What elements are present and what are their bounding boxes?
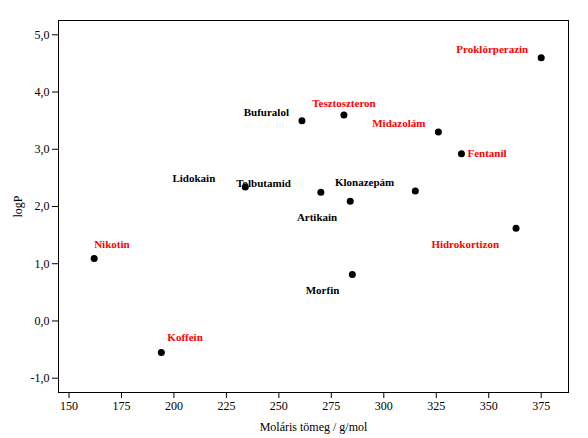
svg-text:3,0: 3,0 bbox=[35, 142, 50, 156]
svg-text:Bufuralol: Bufuralol bbox=[244, 106, 289, 118]
svg-text:Midazolám: Midazolám bbox=[372, 117, 425, 129]
svg-text:350: 350 bbox=[480, 399, 498, 413]
svg-text:2,0: 2,0 bbox=[35, 199, 50, 213]
svg-text:Moláris tömeg / g/mol: Moláris tömeg / g/mol bbox=[260, 420, 368, 434]
svg-text:225: 225 bbox=[217, 399, 235, 413]
svg-text:Artikain: Artikain bbox=[297, 211, 337, 223]
svg-text:logP: logP bbox=[11, 195, 25, 217]
svg-text:-1,0: -1,0 bbox=[31, 371, 50, 385]
svg-text:0,0: 0,0 bbox=[35, 314, 50, 328]
svg-text:Proklórperazin: Proklórperazin bbox=[456, 43, 528, 55]
svg-text:200: 200 bbox=[165, 399, 183, 413]
svg-text:150: 150 bbox=[60, 399, 78, 413]
svg-text:300: 300 bbox=[375, 399, 393, 413]
svg-text:5,0: 5,0 bbox=[35, 28, 50, 42]
svg-text:Nikotin: Nikotin bbox=[94, 238, 129, 250]
svg-text:4,0: 4,0 bbox=[35, 85, 50, 99]
svg-text:Morfin: Morfin bbox=[306, 284, 340, 296]
svg-text:Hidrokortizon: Hidrokortizon bbox=[431, 238, 499, 250]
svg-text:275: 275 bbox=[322, 399, 340, 413]
svg-text:Tolbutamid: Tolbutamid bbox=[236, 177, 291, 189]
svg-text:250: 250 bbox=[270, 399, 288, 413]
svg-text:Lidokain: Lidokain bbox=[172, 172, 215, 184]
svg-text:325: 325 bbox=[427, 399, 445, 413]
svg-text:Fentanil: Fentanil bbox=[467, 147, 506, 159]
svg-text:Tesztoszteron: Tesztoszteron bbox=[312, 97, 376, 109]
svg-text:375: 375 bbox=[532, 399, 550, 413]
svg-text:1,0: 1,0 bbox=[35, 257, 50, 271]
svg-text:175: 175 bbox=[112, 399, 130, 413]
svg-text:Koffein: Koffein bbox=[167, 331, 202, 343]
svg-text:Klonazepám: Klonazepám bbox=[335, 176, 394, 188]
